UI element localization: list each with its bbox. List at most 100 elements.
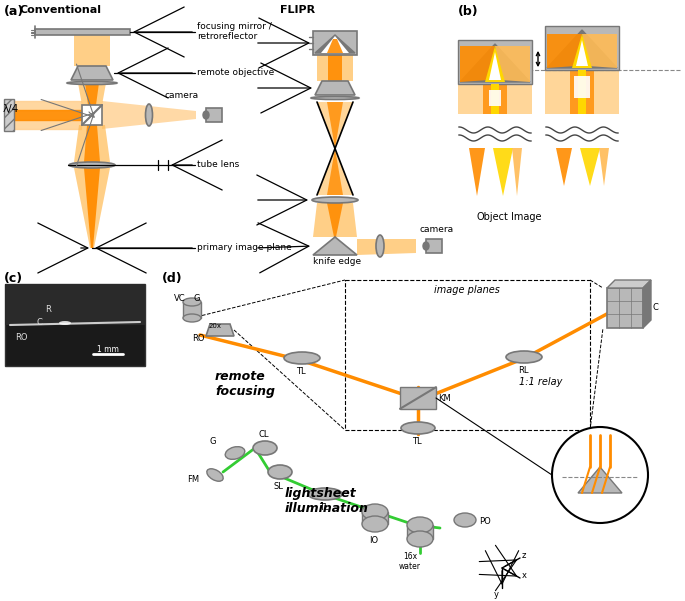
Bar <box>183 302 201 318</box>
Polygon shape <box>460 46 495 82</box>
Polygon shape <box>547 30 617 68</box>
Text: camera: camera <box>165 91 199 100</box>
Ellipse shape <box>59 321 71 325</box>
Text: x: x <box>522 572 527 581</box>
Text: 1 mm: 1 mm <box>97 345 119 354</box>
Polygon shape <box>35 29 130 35</box>
Polygon shape <box>85 83 99 105</box>
Polygon shape <box>578 467 622 493</box>
Polygon shape <box>599 148 609 186</box>
Text: focusing mirror /
retroreflector: focusing mirror / retroreflector <box>197 22 272 41</box>
Ellipse shape <box>308 488 342 500</box>
Polygon shape <box>102 101 196 129</box>
Text: 20x: 20x <box>208 323 221 329</box>
Polygon shape <box>572 34 592 68</box>
Ellipse shape <box>284 352 320 364</box>
Polygon shape <box>317 102 353 148</box>
Text: Conventional: Conventional <box>20 5 102 15</box>
Ellipse shape <box>407 517 433 533</box>
Text: FLIPR: FLIPR <box>280 5 315 15</box>
Ellipse shape <box>203 111 209 119</box>
Bar <box>5 284 145 366</box>
Ellipse shape <box>454 513 476 527</box>
Polygon shape <box>458 40 532 84</box>
Polygon shape <box>317 148 353 195</box>
Polygon shape <box>327 148 343 195</box>
Polygon shape <box>313 237 357 255</box>
Polygon shape <box>483 84 507 114</box>
Polygon shape <box>570 70 594 114</box>
Text: G: G <box>194 294 201 303</box>
Text: C: C <box>37 318 43 327</box>
Polygon shape <box>607 280 651 288</box>
Polygon shape <box>357 239 416 255</box>
Text: image planes: image planes <box>434 285 500 295</box>
Ellipse shape <box>407 531 433 547</box>
Polygon shape <box>74 168 110 248</box>
Polygon shape <box>71 66 113 80</box>
Bar <box>345 280 590 430</box>
Polygon shape <box>493 148 513 196</box>
Polygon shape <box>400 387 436 409</box>
Ellipse shape <box>69 162 115 168</box>
Polygon shape <box>460 44 530 82</box>
Ellipse shape <box>423 242 429 250</box>
Ellipse shape <box>312 197 358 203</box>
Polygon shape <box>74 125 110 162</box>
Text: z: z <box>522 552 526 561</box>
Polygon shape <box>545 70 619 114</box>
Polygon shape <box>580 148 600 186</box>
Text: Image: Image <box>511 212 542 222</box>
Polygon shape <box>313 203 357 237</box>
Polygon shape <box>14 110 81 120</box>
Ellipse shape <box>362 516 388 532</box>
Text: TL: TL <box>296 367 306 376</box>
Text: λ/4: λ/4 <box>3 104 19 114</box>
Polygon shape <box>84 168 100 248</box>
Polygon shape <box>574 76 590 98</box>
Polygon shape <box>495 46 530 82</box>
Ellipse shape <box>207 469 223 481</box>
Polygon shape <box>547 34 582 68</box>
Polygon shape <box>489 52 501 80</box>
Polygon shape <box>489 90 501 106</box>
Polygon shape <box>78 83 106 105</box>
Polygon shape <box>328 55 342 81</box>
Bar <box>4 99 14 131</box>
Text: remote
focusing: remote focusing <box>215 370 275 398</box>
Text: tube lens: tube lens <box>197 160 239 169</box>
Text: IO: IO <box>369 536 378 545</box>
Polygon shape <box>582 34 617 68</box>
Polygon shape <box>74 35 110 66</box>
Text: Object: Object <box>477 212 509 222</box>
Polygon shape <box>84 125 100 162</box>
Text: lightsheet
illumination: lightsheet illumination <box>285 487 369 515</box>
Text: PO: PO <box>479 517 490 526</box>
Ellipse shape <box>268 465 292 479</box>
Polygon shape <box>327 203 343 237</box>
Polygon shape <box>315 35 355 53</box>
Polygon shape <box>491 84 499 114</box>
Text: KM: KM <box>438 394 451 403</box>
Polygon shape <box>317 55 353 81</box>
Text: (d): (d) <box>162 272 183 285</box>
Text: TL: TL <box>319 503 329 512</box>
Ellipse shape <box>183 314 201 322</box>
Polygon shape <box>321 36 349 53</box>
Text: C: C <box>653 304 659 313</box>
Ellipse shape <box>145 104 153 126</box>
Bar <box>362 512 388 524</box>
Text: RO: RO <box>192 334 205 343</box>
Polygon shape <box>313 31 357 55</box>
Text: y: y <box>494 590 499 599</box>
Polygon shape <box>545 26 619 70</box>
Text: knife edge: knife edge <box>313 257 361 266</box>
Text: camera: camera <box>420 225 454 234</box>
Polygon shape <box>512 148 522 196</box>
Text: RL: RL <box>518 366 529 375</box>
Text: FM: FM <box>187 475 199 484</box>
Text: primary image plane: primary image plane <box>197 243 292 252</box>
Bar <box>5 284 145 325</box>
Polygon shape <box>485 46 505 82</box>
Ellipse shape <box>362 504 388 520</box>
